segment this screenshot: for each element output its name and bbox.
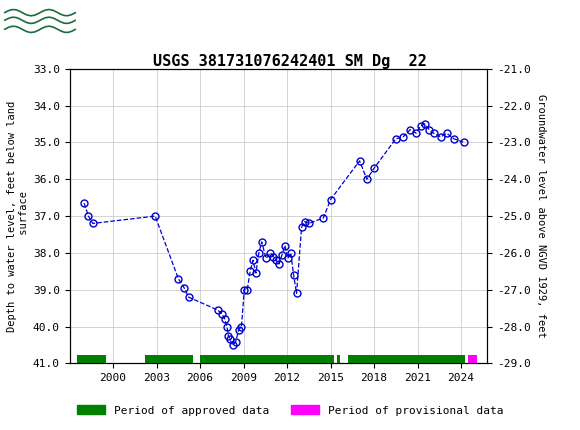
Bar <box>469 355 477 363</box>
Bar <box>200 355 334 363</box>
Bar <box>77 355 106 363</box>
Bar <box>337 355 340 363</box>
Text: USGS 381731076242401 SM Dg  22: USGS 381731076242401 SM Dg 22 <box>153 54 427 68</box>
Legend: Period of approved data, Period of provisional data: Period of approved data, Period of provi… <box>72 401 508 420</box>
Y-axis label: Groundwater level above NGVD 1929, feet: Groundwater level above NGVD 1929, feet <box>536 94 546 338</box>
Text: USGS: USGS <box>84 12 139 31</box>
Bar <box>145 355 193 363</box>
Bar <box>348 355 466 363</box>
Y-axis label: Depth to water level, feet below land
 surface: Depth to water level, feet below land su… <box>7 101 29 332</box>
